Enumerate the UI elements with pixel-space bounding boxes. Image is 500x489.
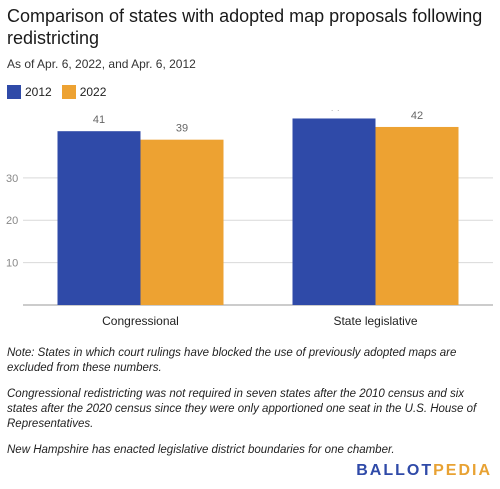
- y-tick-label-10: 10: [6, 258, 18, 270]
- x-category-label-congressional: Congressional: [102, 314, 179, 328]
- y-tick-label-30: 30: [6, 173, 18, 185]
- bar-2012-state-legislative: [292, 118, 376, 305]
- logo-part-ballot: BALLOT: [356, 462, 434, 479]
- chart-title: Comparison of states with adopted map pr…: [7, 6, 483, 48]
- data-label-2012-state-legislative: 44: [328, 110, 340, 113]
- legend-item-2022: 2022: [61, 85, 107, 99]
- bar-2022-congressional: [140, 139, 224, 305]
- legend-label-2012: 2012: [25, 85, 52, 99]
- legend: 2012 2022: [7, 84, 116, 100]
- bar-2012-congressional: [57, 131, 141, 305]
- note-court-rulings: Note: States in which court rulings have…: [7, 347, 457, 374]
- legend-swatch-2022: [61, 85, 76, 99]
- x-category-label-state-legislative: State legislative: [333, 314, 417, 328]
- y-tick-label-20: 20: [6, 215, 18, 227]
- bar-2022-state-legislative: [375, 126, 459, 306]
- legend-item-2012: 2012: [7, 85, 52, 99]
- logo-part-pedia: PEDIA: [433, 462, 492, 479]
- data-label-2022-state-legislative: 42: [411, 110, 423, 122]
- bar-chart: 10 20 30 41 39 Congressional 44 42 State legisla…: [6, 110, 493, 328]
- note-new-hampshire: New Hampshire has enacted legislative di…: [7, 444, 395, 456]
- data-label-2012-congressional: 41: [93, 114, 105, 126]
- legend-swatch-2012: [7, 85, 21, 99]
- ballotpedia-logo: BALLOT PEDIA: [356, 462, 492, 480]
- legend-label-2022: 2022: [79, 85, 107, 99]
- note-congressional: Congressional redistricting was not requ…: [7, 388, 477, 430]
- chart-subtitle: As of Apr. 6, 2022, and Apr. 6, 2012: [7, 57, 196, 71]
- notes: Note: States in which court rulings have…: [7, 346, 493, 469]
- data-label-2022-congressional: 39: [176, 123, 188, 135]
